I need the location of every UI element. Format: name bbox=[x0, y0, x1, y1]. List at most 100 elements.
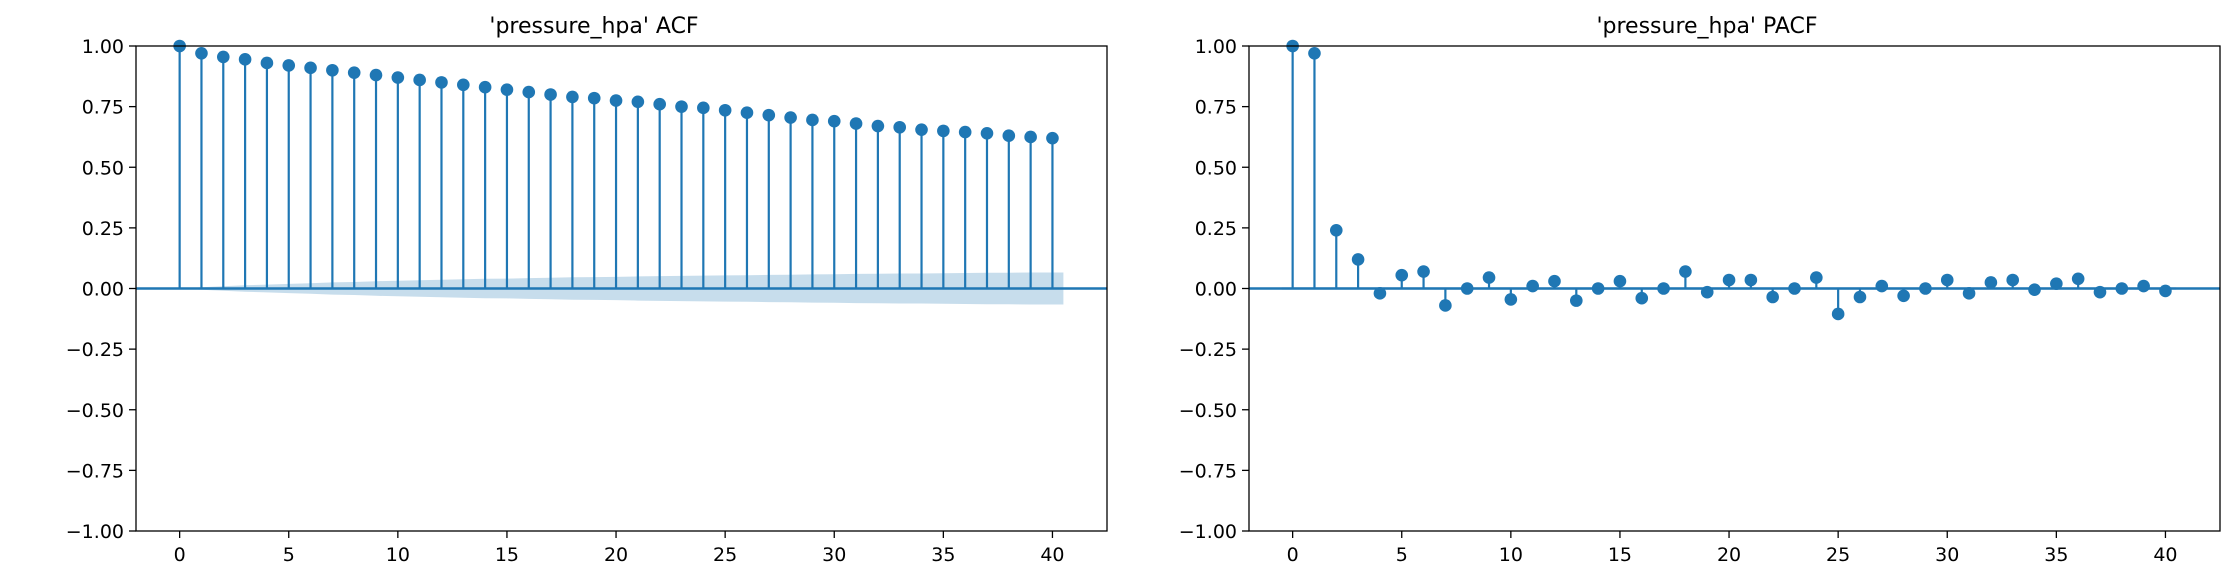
pacf-stem-marker bbox=[1875, 279, 1889, 293]
pacf-stem-marker bbox=[2028, 283, 2041, 297]
pacf-stem-marker bbox=[1548, 274, 1561, 288]
acf-stem-marker bbox=[500, 83, 514, 96]
pacf-axes-frame bbox=[1248, 45, 2221, 532]
pacf-stem-marker bbox=[1308, 46, 1321, 60]
pacf-x-tick-label: 5 bbox=[1396, 544, 1408, 566]
acf-x-tick-label: 20 bbox=[604, 544, 628, 566]
acf-stem-marker bbox=[980, 127, 994, 140]
pacf-stem-marker bbox=[1853, 290, 1867, 304]
acf-stem-marker bbox=[413, 73, 426, 87]
acf-stem-marker bbox=[522, 85, 536, 99]
acf-stem-marker bbox=[587, 91, 601, 105]
acf-y-tick-label: 1.00 bbox=[82, 36, 124, 58]
acf-x-tick-label: 10 bbox=[386, 544, 410, 566]
acf-y-tick-label: −0.25 bbox=[66, 339, 124, 361]
pacf-stem-marker bbox=[1373, 287, 1387, 300]
pacf-y-tick-label: −0.50 bbox=[1179, 400, 1237, 422]
acf-stem-marker bbox=[457, 78, 470, 92]
acf-y-tick-label: 0.25 bbox=[82, 218, 124, 240]
pacf-stem-marker bbox=[1395, 268, 1409, 282]
pacf-stem-marker bbox=[1482, 271, 1496, 284]
acf-stem-marker bbox=[958, 125, 972, 139]
acf-y-tick-label: −1.00 bbox=[66, 521, 124, 543]
pacf-stem-marker bbox=[1962, 287, 1976, 300]
pacf-stem-marker bbox=[1570, 294, 1583, 307]
acf-x-ticks: 0 5 10 15 20 25 30 35 40 bbox=[174, 531, 1065, 566]
acf-x-tick-label: 35 bbox=[931, 544, 955, 566]
acf-y-tick-label: −0.50 bbox=[66, 400, 124, 422]
pacf-stem-marker bbox=[1679, 265, 1692, 278]
acf-stem-marker bbox=[806, 113, 819, 127]
acf-y-tick-label: −0.75 bbox=[66, 460, 124, 482]
pacf-stem-marker bbox=[1460, 282, 1474, 295]
acf-stem-marker bbox=[849, 117, 863, 130]
pacf-stem-marker bbox=[1329, 224, 1343, 237]
pacf-stem-marker bbox=[1591, 282, 1605, 295]
pacf-stem-marker bbox=[1788, 282, 1801, 295]
pacf-stem-marker bbox=[1897, 289, 1910, 303]
pacf-stem-marker bbox=[1613, 274, 1627, 288]
pacf-stem-marker bbox=[1700, 285, 1714, 299]
pacf-stem-marker bbox=[1831, 307, 1845, 321]
acf-stem-marker bbox=[609, 94, 623, 107]
pacf-stem-marker bbox=[1810, 271, 1823, 284]
acf-stem-marker bbox=[478, 80, 492, 94]
acf-panel: 'pressure_hpa' ACF −1.00 −0.75 −0.50 −0.25 0… bbox=[66, 14, 1108, 566]
acf-stem-marker bbox=[369, 68, 383, 82]
acf-title: 'pressure_hpa' ACF bbox=[489, 14, 698, 39]
pacf-y-tick-label: −0.75 bbox=[1179, 460, 1237, 482]
acf-stem-marker bbox=[435, 76, 448, 89]
pacf-x-tick-label: 40 bbox=[2153, 544, 2177, 566]
acf-x-tick-label: 30 bbox=[822, 544, 846, 566]
pacf-stem-marker bbox=[1417, 265, 1430, 278]
acf-stems-layer bbox=[136, 39, 1107, 290]
pacf-stem-marker bbox=[1984, 276, 1998, 289]
pacf-y-tick-label: 0.25 bbox=[1195, 218, 1237, 240]
pacf-stem-marker bbox=[1940, 273, 1954, 287]
pacf-y-tick-label: 1.00 bbox=[1195, 36, 1237, 58]
acf-x-tick-label: 5 bbox=[283, 544, 295, 566]
acf-stem-marker bbox=[827, 114, 841, 128]
acf-stem-marker bbox=[1002, 129, 1016, 143]
pacf-stem-marker bbox=[1766, 290, 1779, 304]
pacf-stem-marker bbox=[1439, 299, 1452, 312]
pacf-stem-marker bbox=[1504, 293, 1518, 306]
pacf-stem-marker bbox=[1744, 273, 1758, 287]
pacf-stem-marker bbox=[2159, 284, 2172, 298]
pacf-stem-marker bbox=[1919, 282, 1932, 295]
acf-stem-marker bbox=[216, 50, 230, 64]
acf-stem-marker bbox=[697, 101, 710, 115]
acf-stem-marker bbox=[304, 61, 317, 75]
pacf-x-tick-label: 35 bbox=[2044, 544, 2068, 566]
acf-stem-marker bbox=[326, 63, 339, 77]
pacf-x-tick-label: 25 bbox=[1826, 544, 1850, 566]
acf-stem-marker bbox=[631, 95, 645, 109]
pacf-stem-marker bbox=[2115, 282, 2129, 295]
pacf-stem-marker bbox=[2137, 279, 2150, 293]
acf-stem-marker bbox=[1024, 130, 1037, 144]
acf-x-tick-label: 40 bbox=[1040, 544, 1064, 566]
pacf-stem-marker bbox=[2093, 285, 2107, 299]
acf-x-tick-label: 0 bbox=[174, 544, 186, 566]
pacf-y-tick-label: 0.75 bbox=[1195, 97, 1237, 119]
pacf-stem-marker bbox=[2071, 272, 2085, 286]
acf-stem-marker bbox=[282, 59, 296, 72]
pacf-stem-marker bbox=[1657, 282, 1670, 295]
pacf-y-ticks: −1.00 −0.75 −0.50 −0.25 0.00 0.25 0.50 0.75 1.00 bbox=[1179, 36, 1249, 543]
acf-stem-marker bbox=[238, 53, 252, 66]
pacf-stems-layer bbox=[1249, 39, 2220, 321]
acf-y-tick-label: 0.50 bbox=[82, 157, 124, 179]
acf-y-tick-label: 0.75 bbox=[82, 97, 124, 119]
acf-y-tick-label: 0.00 bbox=[82, 279, 124, 301]
acf-stem-marker bbox=[915, 123, 928, 136]
pacf-stem-marker bbox=[1351, 253, 1365, 266]
pacf-stem-marker bbox=[1635, 291, 1649, 305]
pacf-stem-marker bbox=[1526, 279, 1539, 293]
acf-stem-marker bbox=[871, 119, 885, 133]
acf-stem-marker bbox=[260, 56, 274, 70]
pacf-panel: 'pressure_hpa' PACF −1.00 −0.75 −0.50 −0.25… bbox=[1179, 14, 2221, 566]
acf-stem-marker bbox=[784, 111, 797, 124]
pacf-x-tick-label: 10 bbox=[1499, 544, 1523, 566]
